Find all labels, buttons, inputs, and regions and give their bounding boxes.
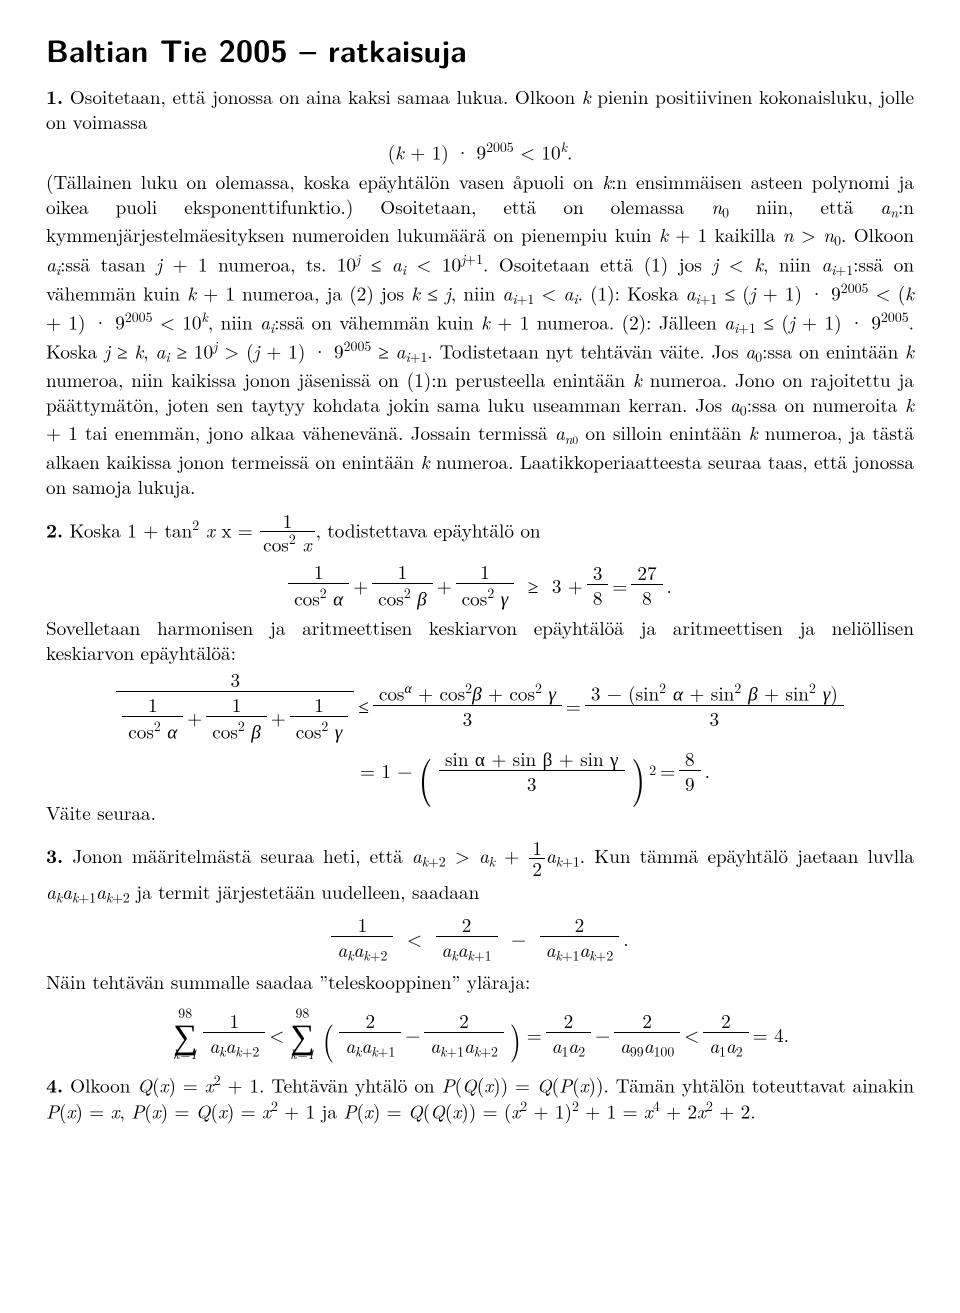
p2-para-2: Sovelletaan harmonisen ja aritmeettisen … bbox=[46, 615, 914, 665]
text: . Tämän yhtälön toteuttavat ainakin bbox=[603, 1071, 914, 1099]
p1-para-1: 1. Osoitetaan, että jonossa on aina kaks… bbox=[46, 84, 914, 134]
page-title: Baltian Tie 2005 – ratkaisuja bbox=[46, 30, 914, 70]
text: , niin bbox=[208, 307, 260, 335]
p3-para-2: Näin tehtävän summalle saadaa ”teleskoop… bbox=[46, 969, 914, 994]
summation: 98 ∑ k=1 bbox=[173, 1007, 197, 1062]
display-eq: 1cos2 α + 1cos2 β + 1cos2 γ ≥ 3 + 38 = 2… bbox=[46, 561, 914, 609]
text: , niin bbox=[451, 278, 503, 306]
p3-para-1: 3. Jonon määritelmästä seuraa heti, että… bbox=[46, 839, 914, 908]
display-eq: (k + 1) · 92005 < 10k. bbox=[46, 140, 914, 163]
text: :ssä on vähemmän kuin bbox=[274, 307, 481, 335]
summation: 98 ∑ k=1 bbox=[290, 1007, 314, 1062]
text: numeroa, ja (2) jos bbox=[235, 278, 411, 306]
big-fraction-lhs: 3 1cos2 α + 1cos2 β + 1cos2 γ bbox=[116, 669, 354, 742]
text: Koska 1 + tan bbox=[70, 516, 193, 544]
text: . Olkoon bbox=[841, 220, 914, 248]
text: , bbox=[143, 336, 155, 364]
text: :ssa on numeroita bbox=[747, 390, 905, 418]
text: (Tällainen luku on olemassa, koska epäyh… bbox=[46, 167, 602, 195]
problem-3: 3. Jonon määritelmästä seuraa heti, että… bbox=[46, 839, 914, 1062]
text: . Kun tämmä epäyhtälö jaetaan luvlla bbox=[580, 841, 914, 869]
text: , niin bbox=[763, 249, 821, 277]
problem-number: 3. bbox=[46, 841, 63, 869]
text: :ssä tasan bbox=[60, 249, 156, 277]
p1-para-2: (Tällainen luku on olemassa, koska epäyh… bbox=[46, 169, 914, 499]
text: Olkoon bbox=[70, 1071, 137, 1099]
text: on silloin enintään bbox=[578, 418, 749, 446]
problem-number: 4. bbox=[46, 1071, 63, 1099]
problem-2: 2. Koska 1 + tan2 x x = 1 cos2 x , todis… bbox=[46, 512, 914, 825]
text: , todistettava epäyhtälö on bbox=[316, 516, 541, 544]
text: numeroa, niin kaikissa jonon jäsenissä o… bbox=[46, 365, 633, 393]
text: Jonon määritelmästä seuraa heti, että bbox=[72, 841, 412, 869]
text: niin, että bbox=[729, 192, 880, 220]
text: numeroa. (2): Jälleen bbox=[529, 307, 724, 335]
problem-number: 2. bbox=[46, 516, 63, 544]
text: Osoitetaan, että jonossa on aina kaksi s… bbox=[70, 82, 582, 110]
problem-1: 1. Osoitetaan, että jonossa on aina kaks… bbox=[46, 84, 914, 498]
text: numeroa, ts. bbox=[208, 249, 337, 277]
text: . Tehtävän yhtälö on bbox=[259, 1071, 441, 1099]
p2-lead: 2. Koska 1 + tan2 x x = 1 cos2 x , todis… bbox=[46, 512, 914, 555]
text: . Todistetaan nyt tehtävän väite. Jos bbox=[427, 336, 745, 364]
problem-number: 1. bbox=[46, 82, 63, 110]
text: kaikilla bbox=[707, 220, 783, 248]
problem-4: 4. Olkoon Q(x) = x2 + 1. Tehtävän yhtälö… bbox=[46, 1072, 914, 1123]
text: . (1): Koska bbox=[578, 278, 686, 306]
display-eq-line2: = 1 − ( sin α + sin β + sin γ 3 )2 = 89. bbox=[46, 748, 914, 794]
display-eq-big: 3 1cos2 α + 1cos2 β + 1cos2 γ ≤ cosα + c… bbox=[46, 669, 914, 742]
inline-fraction: 1 cos2 x bbox=[260, 511, 314, 554]
p4-para-1: 4. Olkoon Q(x) = x2 + 1. Tehtävän yhtälö… bbox=[46, 1072, 914, 1123]
display-eq-sum: 98 ∑ k=1 1akak+2 < 98 ∑ k=1 ( 2akak+1 − … bbox=[46, 1000, 914, 1062]
text: tai enemmän, jono alkaa vähenevänä. Joss… bbox=[78, 418, 555, 446]
p2-tail: Väite seuraa. bbox=[46, 800, 914, 825]
text: . Osoitetaan että (1) jos bbox=[483, 249, 712, 277]
display-eq: 1akak+2 < 2akak+1 − 2ak+1ak+2. bbox=[46, 914, 914, 964]
math-inline: k bbox=[582, 82, 591, 110]
text: ja termit järjestetään uudelleen, saadaa… bbox=[130, 877, 479, 905]
text: :ssa on enintään bbox=[762, 336, 905, 364]
